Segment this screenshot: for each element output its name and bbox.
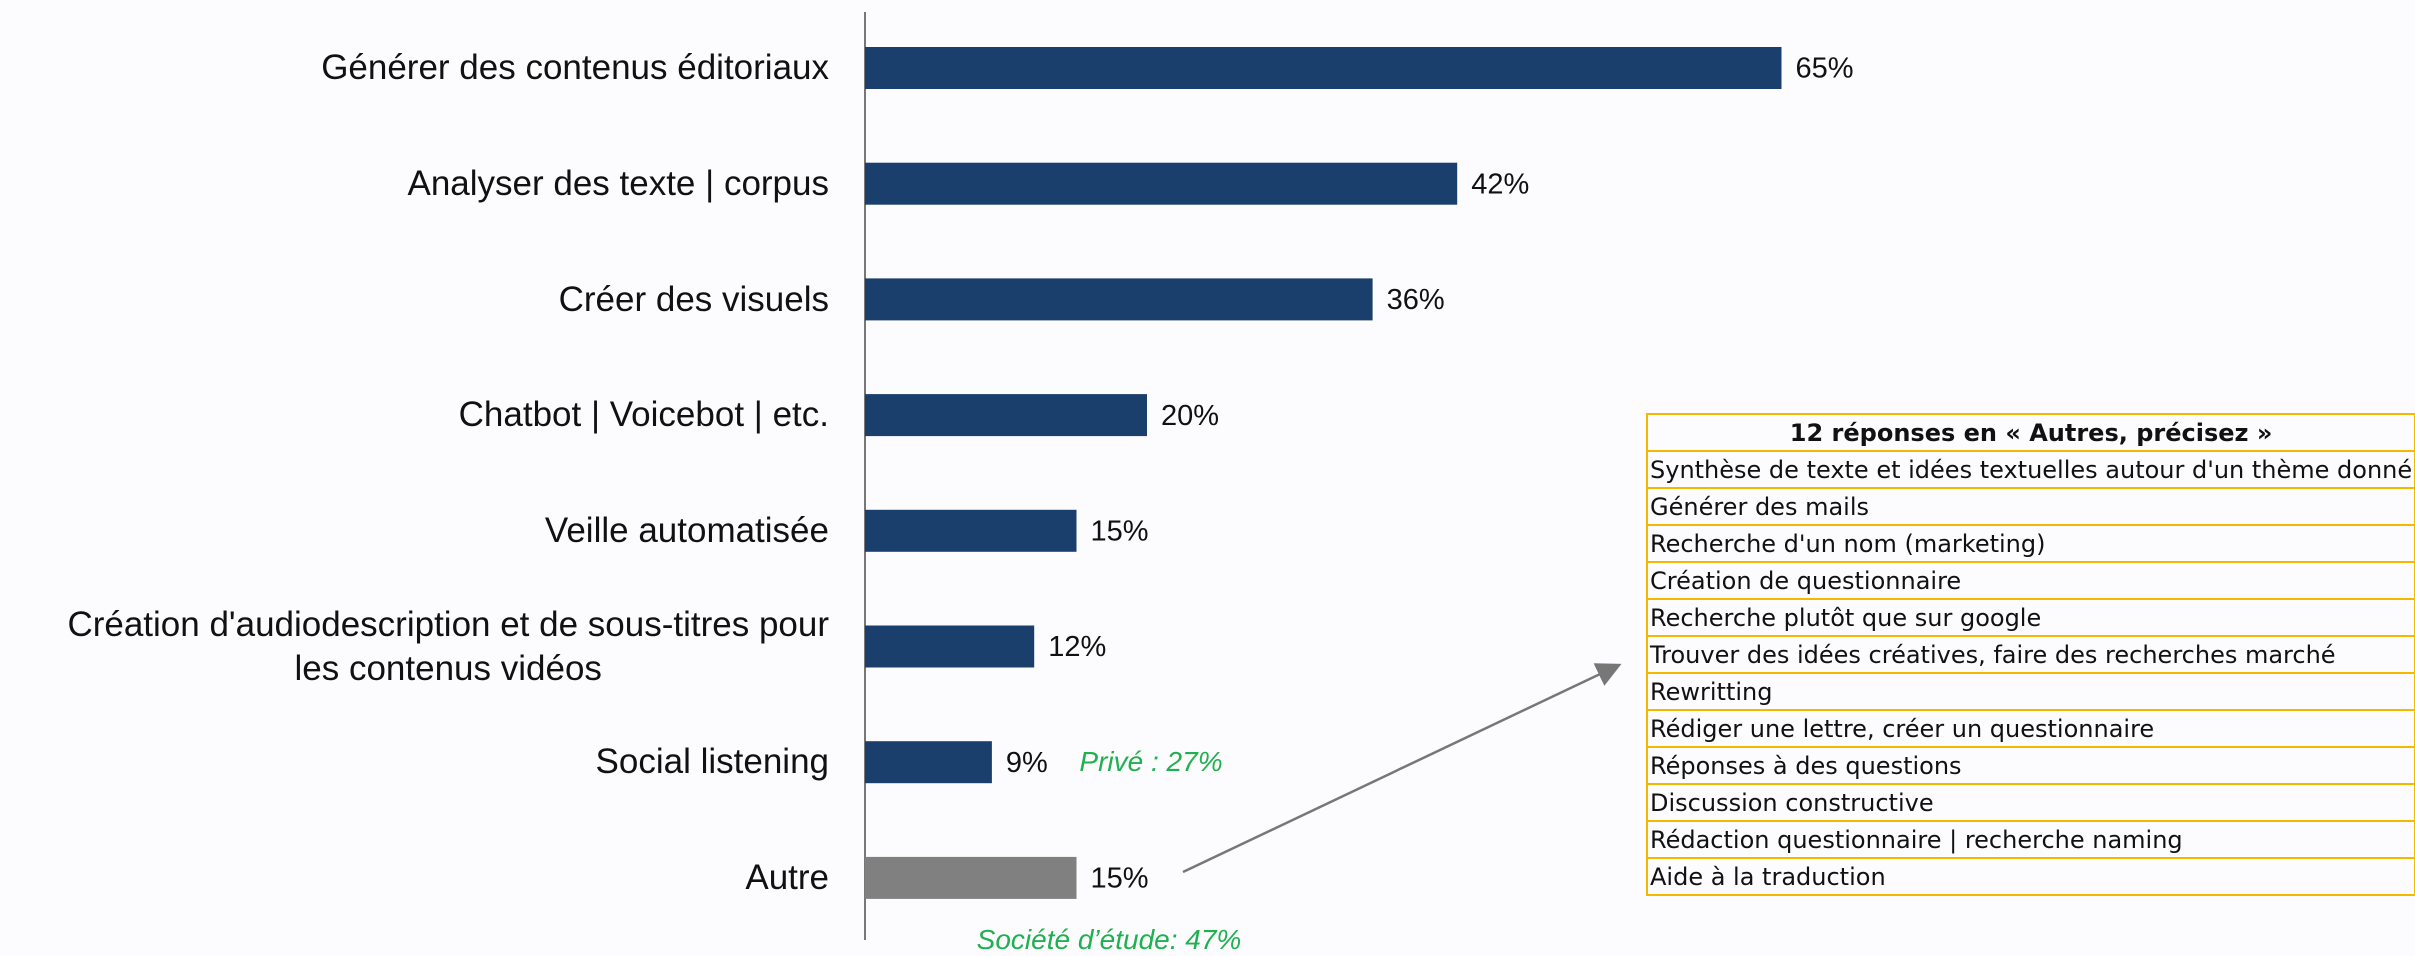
table-row: Recherche d'un nom (marketing) (1645, 524, 2415, 563)
table-row: Aide à la traduction (1645, 857, 2415, 896)
bar (865, 278, 1373, 321)
others-table: 12 réponses en « Autres, précisez » Synt… (1645, 413, 2415, 896)
table-row: Synthèse de texte et idées textuelles au… (1645, 450, 2415, 489)
annotation: Société d’étude: 47% (976, 924, 1242, 955)
category-label: Création d'audiodescription et de sous-t… (0, 602, 829, 692)
category-text: Analyser des texte | corpus (407, 163, 829, 203)
bar (865, 47, 1782, 89)
table-cell: Rédaction questionnaire | recherche nami… (1645, 820, 2415, 859)
category-label: Analyser des texte | corpus (0, 139, 829, 229)
table-row: Réponses à des questions (1645, 746, 2415, 785)
bar (865, 509, 1077, 552)
value-label: 12% (1048, 631, 1106, 663)
category-label: Chatbot | Voicebot | etc. (0, 370, 829, 460)
value-label: 42% (1471, 168, 1529, 200)
table-cell: Recherche d'un nom (marketing) (1645, 524, 2415, 563)
category-label: Autre (0, 833, 829, 923)
table-cell: Recherche plutôt que sur google (1645, 598, 2415, 637)
table-cell: Aide à la traduction (1645, 857, 2415, 896)
table-row: Rédiger une lettre, créer un questionnai… (1645, 709, 2415, 748)
annotation: Privé : 27% (1079, 746, 1223, 777)
category-text: Social listening (595, 742, 829, 782)
table-cell: Générer des mails (1645, 487, 2415, 526)
category-text: Veille automatisée (544, 510, 829, 550)
value-label: 65% (1796, 53, 1854, 85)
category-text: Création d'audiodescription et de sous-t… (67, 604, 829, 688)
category-label: Social listening (0, 717, 829, 807)
table-title: 12 réponses en « Autres, précisez » (1645, 413, 2415, 452)
value-label: 20% (1161, 400, 1219, 432)
category-text: Générer des contenus éditoriaux (321, 48, 829, 88)
category-text: Créer des visuels (558, 279, 829, 319)
table-row: Création de questionnaire (1645, 561, 2415, 600)
bar (865, 741, 992, 784)
table-cell: Réponses à des questions (1645, 746, 2415, 785)
category-label: Générer des contenus éditoriaux (0, 23, 829, 113)
table-row: Trouver des idées créatives, faire des r… (1645, 635, 2415, 674)
table-cell: Discussion constructive (1645, 783, 2415, 822)
category-label: Créer des visuels (0, 254, 829, 344)
bar (865, 162, 1458, 205)
arrow (1182, 663, 1622, 874)
table-cell: Trouver des idées créatives, faire des r… (1645, 635, 2415, 674)
bar (865, 856, 1077, 899)
table-cell: Rédiger une lettre, créer un questionnai… (1645, 709, 2415, 748)
table-cell: Création de questionnaire (1645, 561, 2415, 600)
table-row: Discussion constructive (1645, 783, 2415, 822)
table-row: Rewritting (1645, 672, 2415, 711)
value-label: 15% (1091, 515, 1149, 547)
category-text: Chatbot | Voicebot | etc. (458, 395, 829, 435)
value-label: 9% (1006, 747, 1048, 779)
bar (865, 394, 1147, 437)
table-row: Recherche plutôt que sur google (1645, 598, 2415, 637)
table-cell: Rewritting (1645, 672, 2415, 711)
value-label: 15% (1091, 863, 1149, 895)
table-row: Rédaction questionnaire | recherche nami… (1645, 820, 2415, 859)
category-label: Veille automatisée (0, 486, 829, 576)
table-row: Générer des mails (1645, 487, 2415, 526)
category-text: Autre (745, 858, 829, 898)
value-label: 36% (1387, 284, 1445, 316)
bar (865, 625, 1035, 668)
table-cell: Synthèse de texte et idées textuelles au… (1645, 450, 2415, 489)
